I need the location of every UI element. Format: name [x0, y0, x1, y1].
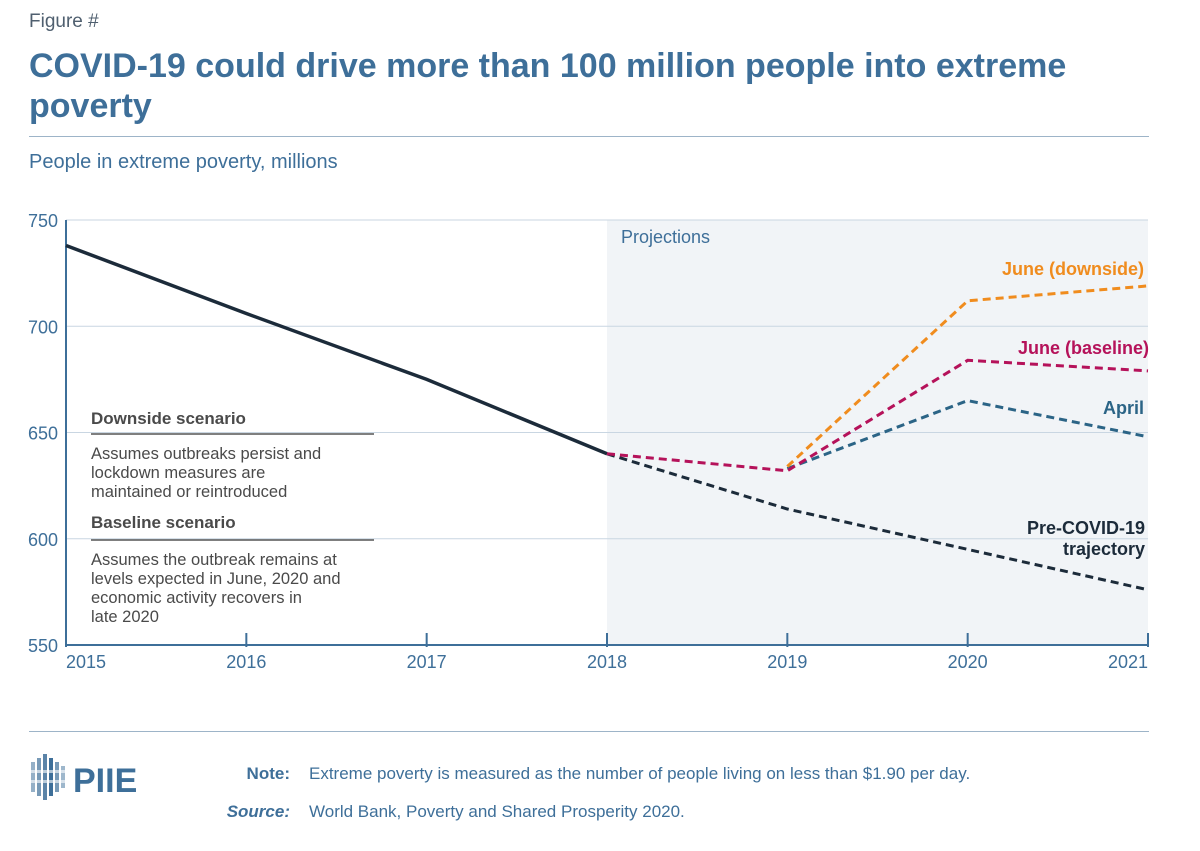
baseline-line-1: Assumes the outbreak remains at	[91, 551, 337, 569]
downside-line-2: lockdown measures are	[91, 464, 265, 482]
series-label-june-downside: June (downside)	[1002, 259, 1144, 279]
footer-divider	[29, 731, 1149, 732]
note-label: Note:	[246, 764, 290, 783]
scenario-notes: Downside scenario Assumes outbreaks pers…	[91, 409, 374, 626]
series-line-historical	[65, 243, 608, 456]
logo-wordmark: PIIE	[73, 762, 137, 800]
title-divider	[29, 136, 1149, 137]
source-label: Source:	[226, 802, 290, 821]
piie-logo: PIIE	[29, 754, 137, 800]
series-line-pre-covid	[606, 452, 1149, 592]
series-line-june-baseline	[606, 358, 1149, 473]
y-tick-label-550: 550	[28, 636, 58, 656]
series-label-pre-covid-line-1: Pre-COVID-19	[1027, 518, 1145, 538]
series-label-june-baseline: June (baseline)	[1018, 338, 1149, 358]
x-tick-label-2019: 2019	[767, 652, 807, 672]
y-tick-label-700: 700	[28, 317, 58, 337]
line-chart: 550 600 650 700 750 2015 2016 2017 2018 2019 2020…	[28, 211, 1149, 672]
series-line-april	[786, 399, 1149, 471]
baseline-line-3: economic activity recovers in	[91, 589, 302, 607]
series-label-pre-covid-line-2: trajectory	[1063, 539, 1145, 559]
y-tick-label-750: 750	[28, 211, 58, 231]
x-tick-label-2018: 2018	[587, 652, 627, 672]
downside-line-3: maintained or reintroduced	[91, 483, 287, 501]
note-text: Extreme poverty is measured as the numbe…	[309, 764, 971, 783]
x-tick-label-2017: 2017	[407, 652, 447, 672]
figure-label: Figure #	[29, 11, 99, 32]
downside-line-1: Assumes outbreaks persist and	[91, 445, 321, 463]
baseline-heading: Baseline scenario	[91, 513, 236, 532]
baseline-line-4: late 2020	[91, 608, 159, 626]
x-tick-label-2021: 2021	[1108, 652, 1148, 672]
baseline-line-2: levels expected in June, 2020 and	[91, 570, 341, 588]
series-line-june-downside	[786, 284, 1149, 468]
projection-label: Projections	[621, 227, 710, 247]
x-tick-label-2016: 2016	[226, 652, 266, 672]
y-tick-label-600: 600	[28, 530, 58, 550]
x-tick-label-2020: 2020	[948, 652, 988, 672]
y-tick-label-650: 650	[28, 424, 58, 444]
series-label-april: April	[1103, 398, 1144, 418]
chart-title: COVID-19 could drive more than 100 milli…	[29, 47, 1067, 125]
downside-heading: Downside scenario	[91, 409, 246, 428]
x-tick-label-2015: 2015	[66, 652, 106, 672]
chart-subtitle: People in extreme poverty, millions	[29, 151, 338, 173]
source-text: World Bank, Poverty and Shared Prosperit…	[309, 802, 685, 821]
